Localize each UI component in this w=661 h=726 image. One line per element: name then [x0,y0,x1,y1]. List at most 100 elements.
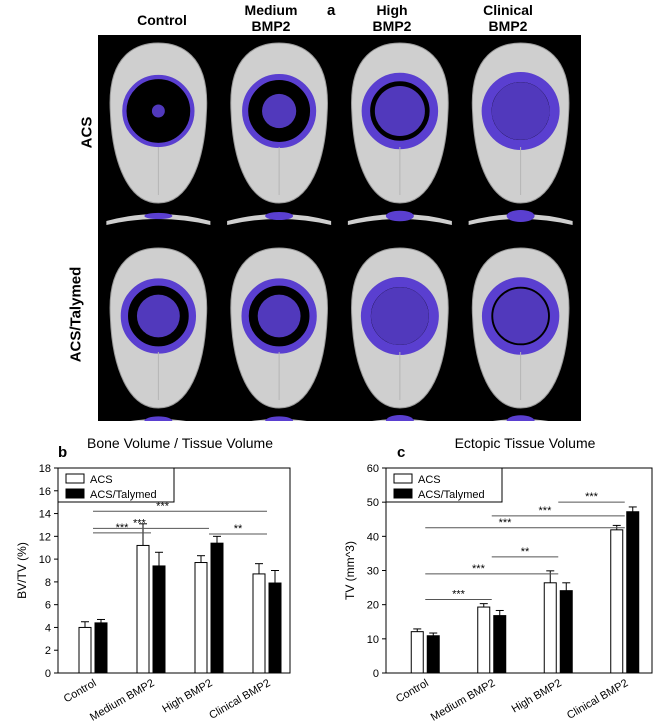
bar-acs-talymed [210,542,224,674]
bar-acs-talymed [268,582,282,674]
x-tick-label: Clinical BMP2 [565,677,630,722]
defect-rim [122,74,195,148]
y-tick-label: 14 [39,509,51,521]
bar-acs [136,544,150,674]
regenerated-bone [493,288,549,344]
regenerated-bone [262,93,297,129]
microct-scans [106,42,573,430]
regenerated-bone [136,294,180,338]
legend-label: ACS/Talymed [90,489,157,501]
profile-defect [144,416,173,426]
bar-acs [410,631,424,674]
bar-acs [78,626,92,674]
column-header-high-bmp2: High BMP2 [372,2,412,34]
bar-acs-talymed [559,590,573,674]
significance-label: *** [585,491,599,503]
bar-acs-talymed [426,635,440,674]
bar-acs-talymed [94,622,108,674]
legend-label: ACS [418,474,441,486]
x-tick-label: Control [62,677,99,705]
significance-label: ** [521,546,530,558]
panel-b-label: b [58,444,68,461]
defect-rim [360,277,439,355]
y-tick-label: 0 [373,668,379,680]
regenerated-bone [370,287,429,345]
profile-defect [506,210,535,222]
significance-label: *** [156,500,170,512]
bar-acs [610,529,624,674]
significance-label: *** [539,505,553,517]
y-axis-label: TV (mm^3) [343,541,357,600]
skull-profile [227,214,332,225]
profile-defect [265,211,294,221]
panel-c-label: c [397,444,406,461]
profile-defect [144,212,173,220]
y-tick-label: 8 [45,577,51,589]
legend: ACS ACS/Talymed [57,467,175,503]
y-tick-label: 30 [367,566,379,578]
x-tick-label: Clinical BMP2 [207,677,272,722]
profile-defect [385,210,414,222]
legend: ACS ACS/Talymed [385,467,503,503]
x-tick-label: Medium BMP2 [429,677,497,723]
bar-acs-talymed [626,511,640,674]
row-label-acs-talymed: ACS/Talymed [67,266,85,363]
bar-acs-talymed [152,565,166,674]
x-tick-label: Medium BMP2 [88,677,156,723]
significance-label: ** [234,523,243,535]
chart-title: Bone Volume / Tissue Volume [87,436,273,451]
y-tick-label: 20 [367,600,379,612]
defect-rim [361,72,439,150]
x-tick-label: High BMP2 [510,677,564,715]
y-tick-label: 4 [45,622,51,634]
x-tick-label: Control [394,677,431,705]
y-tick-label: 18 [39,463,51,475]
y-tick-label: 10 [39,554,51,566]
column-header-control: Control [137,12,187,28]
significance-label: *** [133,517,147,529]
regenerated-bone [374,85,425,137]
x-tick-label: High BMP2 [160,677,214,715]
profile-defect [385,415,414,427]
regenerated-bone [151,104,165,118]
significance-label: *** [499,517,513,529]
legend-label: ACS/Talymed [418,489,485,501]
panel-a-label: a [327,2,336,19]
bar-acs-talymed [493,615,507,674]
column-header-medium-bmp2: Medium BMP2 [244,2,298,34]
microct-scan-grid [98,35,581,430]
legend-swatch [65,473,85,484]
skull-profile [106,214,211,225]
skull-profile [347,214,452,225]
defect-rim [481,277,560,355]
defect-rim [241,278,317,354]
bar-acs [252,573,266,674]
y-tick-label: 60 [367,463,379,475]
legend-swatch [393,488,413,499]
y-tick-label: 40 [367,531,379,543]
significance-label: *** [472,563,486,575]
defect-rim [481,72,560,150]
y-tick-label: 2 [45,645,51,657]
row-label-acs: ACS [78,116,96,149]
regenerated-bone [257,294,301,338]
column-header-clinical-bmp2: Clinical BMP2 [483,2,533,34]
bar-acs [477,606,491,674]
legend-swatch [65,488,85,499]
skull-profile [468,214,573,225]
ectopic-tissue-volume-chart: Ectopic Tissue Volume 0 10 20 30 40 50 60 TV (mm… [343,436,653,724]
chart-title: Ectopic Tissue Volume [455,436,596,451]
y-tick-label: 50 [367,497,379,509]
y-tick-label: 16 [39,486,51,498]
y-tick-label: 10 [367,634,379,646]
y-axis-label: BV/TV (%) [15,542,29,599]
profile-defect [265,416,294,426]
y-tick-label: 0 [45,668,51,680]
significance-label: *** [452,589,466,601]
legend-swatch [393,473,413,484]
bv-tv-chart: Bone Volume / Tissue Volume 0 2 4 6 8 10 12 14 16… [15,436,291,724]
regenerated-bone [491,82,550,140]
defect-rim [242,73,317,149]
defect-rim [120,278,197,354]
y-tick-label: 12 [39,531,51,543]
